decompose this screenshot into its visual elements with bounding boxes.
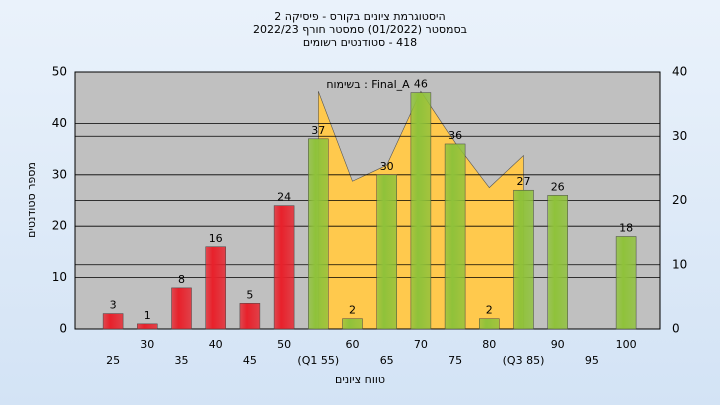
bar — [239, 303, 261, 330]
chart-subtitle: בסמסטר (01/2022) סמסטר חורף 2022/23 — [253, 23, 467, 36]
data-label: 1 — [144, 309, 151, 322]
bar — [171, 287, 192, 330]
bar — [479, 318, 500, 330]
x-axis-label: טווח ציונים — [335, 373, 385, 386]
x-tick-label: 100 — [616, 338, 637, 351]
y-tick-label: 20 — [52, 219, 67, 233]
chart-subtitle: 418 - סטודנטים רשומים — [303, 36, 417, 49]
y-tick-label: 40 — [52, 116, 67, 130]
y-axis-label: מספר סטודנטים — [25, 162, 38, 238]
x-tick-label: 80 — [482, 338, 496, 351]
y-tick-label: 0 — [59, 322, 67, 336]
data-label: 5 — [246, 288, 253, 301]
data-label: 16 — [209, 232, 223, 245]
data-label: 3 — [110, 299, 117, 312]
bar — [308, 138, 329, 330]
x-tick-label: 75 — [448, 354, 462, 367]
data-label: 37 — [311, 124, 325, 137]
x-tick-label: 95 — [585, 354, 599, 367]
bar — [205, 246, 226, 330]
data-label: 36 — [448, 129, 462, 142]
x-tick-label: 45 — [243, 354, 257, 367]
data-label: 26 — [551, 180, 565, 193]
y-tick-label: 50 — [52, 65, 67, 79]
data-label: 2 — [486, 304, 493, 317]
data-label: 46 — [414, 78, 428, 91]
y2-tick-label: 20 — [672, 193, 687, 207]
plot-border — [74, 71, 661, 330]
bar — [102, 313, 124, 330]
x-tick-label: 70 — [414, 338, 428, 351]
data-label: 24 — [277, 191, 291, 204]
data-label: 18 — [619, 221, 633, 234]
y2-tick-label: 10 — [672, 257, 687, 271]
bar — [342, 318, 363, 330]
bar — [615, 236, 637, 330]
bar — [376, 174, 397, 330]
bar — [444, 143, 466, 330]
bar — [137, 323, 158, 330]
x-tick-label: 65 — [380, 354, 394, 367]
bar — [273, 205, 295, 330]
bar — [547, 195, 568, 330]
x-tick-label: 30 — [140, 338, 154, 351]
x-tick-label: 40 — [209, 338, 223, 351]
annotation: בשימוח : Final_A — [326, 78, 410, 91]
y-tick-label: 10 — [52, 270, 67, 284]
data-label: 27 — [517, 175, 531, 188]
x-tick-label: (Q1 55) — [297, 354, 339, 367]
bar — [513, 189, 534, 330]
y2-tick-label: 0 — [672, 322, 680, 336]
y2-tick-label: 30 — [672, 129, 687, 143]
x-tick-label: 60 — [346, 338, 360, 351]
y2-tick-label: 40 — [672, 65, 687, 79]
x-tick-label: (Q3 85) — [503, 354, 545, 367]
data-label: 2 — [349, 304, 356, 317]
x-tick-label: 50 — [277, 338, 291, 351]
chart-title: היסטוגרמת ציונים בקורס - פיסיקה 2 — [274, 10, 445, 23]
y-tick-label: 30 — [52, 167, 67, 181]
data-label: 8 — [178, 273, 185, 286]
data-label: 30 — [380, 160, 394, 173]
x-tick-label: 25 — [106, 354, 120, 367]
x-tick-label: 90 — [551, 338, 565, 351]
bar — [410, 92, 432, 330]
x-tick-label: 35 — [175, 354, 189, 367]
